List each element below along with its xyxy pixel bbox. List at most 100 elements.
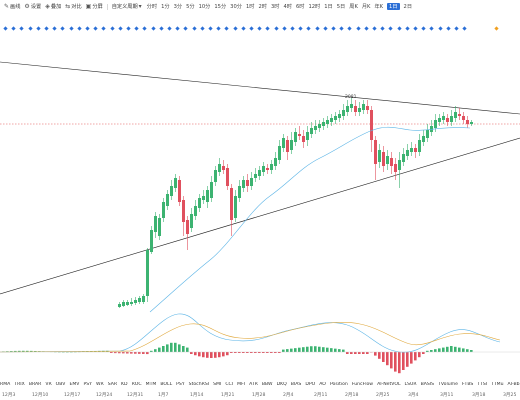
indicator-tab[interactable]: OBV: [55, 382, 66, 387]
timeframe-button[interactable]: 4时: [283, 4, 292, 10]
indicator-tab[interactable]: SAR: [107, 382, 118, 387]
macd-bar: [294, 348, 297, 352]
indicator-tab[interactable]: CCI: [225, 382, 234, 387]
indicator-tab[interactable]: RMA: [0, 382, 11, 387]
indicator-tab[interactable]: PSY: [176, 382, 185, 387]
timeframe-button[interactable]: 分时: [146, 4, 158, 10]
indicator-tab[interactable]: TTSI: [477, 382, 488, 387]
indicator-tab[interactable]: VR: [45, 382, 52, 387]
overlay-button[interactable]: ◈ 叠加: [45, 3, 61, 10]
indicator-tab[interactable]: Position: [329, 382, 348, 387]
candle-body: [434, 120, 437, 128]
timeframe-button[interactable]: 3时: [270, 4, 280, 10]
macd-bar: [110, 352, 113, 353]
indicator-tab[interactable]: BIAS: [290, 382, 302, 387]
moving-average-line: [149, 126, 471, 313]
draw-button[interactable]: ✎ 画线: [4, 3, 20, 10]
indicator-tab[interactable]: FuncFlow: [351, 382, 374, 387]
signal-marker: [183, 26, 189, 31]
candle-body: [262, 166, 265, 172]
indicator-tab[interactable]: PSY: [83, 382, 92, 387]
timeframe-button[interactable]: 10分: [198, 4, 211, 10]
candlestick-chart[interactable]: 2081: [0, 40, 520, 382]
upper-trendline[interactable]: [0, 61, 520, 115]
timeframe-button[interactable]: 5分: [186, 4, 195, 10]
macd-bar: [378, 352, 381, 359]
split-screen-button[interactable]: ▣ 分屏: [86, 3, 103, 10]
macd-dif-line: [0, 313, 501, 353]
timeframe-button[interactable]: 1日: [387, 3, 400, 10]
timeframe-button[interactable]: 6时: [295, 4, 305, 10]
macd-bar: [318, 346, 321, 352]
macd-bar: [114, 352, 117, 354]
timeframe-button[interactable]: 2日: [403, 4, 413, 10]
candle-body: [230, 188, 233, 220]
candle-body: [290, 140, 293, 150]
candle-body: [282, 138, 285, 148]
indicator-tab[interactable]: MTM: [145, 382, 157, 387]
macd-dea-line: [0, 322, 501, 353]
timeframe-button[interactable]: 3分: [173, 4, 183, 10]
indicator-tab[interactable]: KD: [121, 382, 128, 387]
candle-body: [122, 302, 125, 306]
indicator-tab[interactable]: DPO: [305, 382, 316, 387]
chart-toolbar: ✎ 画线 ⚙ 设置 ◈ 叠加 ⇆ 对比 ▣ 分屏 自定义周期 ▾ 分时 1分 3分 5…: [0, 0, 520, 13]
indicator-tab[interactable]: MFI: [237, 382, 246, 387]
candle-body: [326, 120, 329, 124]
indicator-tab[interactable]: BRAR: [28, 382, 42, 387]
macd-bar: [298, 347, 301, 352]
signal-marker: [27, 26, 33, 31]
timeframe-button[interactable]: 1分: [161, 4, 170, 10]
indicator-tab[interactable]: ROC: [131, 382, 142, 387]
indicator-tab[interactable]: BASIS: [420, 382, 435, 387]
indicator-tab[interactable]: SMI: [213, 382, 222, 387]
signal-marker: [298, 26, 303, 31]
timeframe-button[interactable]: 周K: [349, 4, 358, 10]
indicator-tab[interactable]: FTBS: [461, 382, 474, 387]
timeframe-button[interactable]: 5日: [336, 4, 346, 10]
compare-button[interactable]: ⇆ 对比: [65, 3, 81, 10]
indicator-tab[interactable]: TRIX: [14, 382, 25, 387]
macd-bar: [26, 350, 29, 352]
macd-bar: [238, 352, 241, 353]
date-tick-label: 2月11: [314, 393, 328, 398]
timeframe-button[interactable]: 年K: [374, 4, 384, 10]
candle-body: [158, 218, 161, 236]
indicator-tab[interactable]: TTMu: [491, 382, 504, 387]
macd-bar: [446, 346, 449, 352]
lower-trendline[interactable]: [0, 137, 520, 295]
timeframe-button[interactable]: 月K: [361, 4, 371, 10]
timeframe-button[interactable]: 1时: [245, 4, 255, 10]
indicator-tab[interactable]: TVolume: [438, 382, 458, 387]
settings-button[interactable]: ⚙ 设置: [24, 3, 41, 10]
timeframe-button[interactable]: 30分: [230, 4, 242, 10]
timeframe-button[interactable]: 15分: [214, 4, 227, 10]
indicator-tab[interactable]: WR: [95, 382, 104, 387]
indicator-tab[interactable]: BBW: [261, 382, 273, 387]
macd-bar: [10, 351, 13, 352]
macd-bar: [194, 352, 197, 356]
indicator-tab[interactable]: AI-Bb: [507, 382, 520, 387]
indicator-tab[interactable]: DKQ: [276, 382, 287, 387]
candle-body: [362, 104, 365, 110]
candle-body: [318, 124, 321, 128]
macd-bar: [430, 350, 433, 352]
signal-marker: [372, 26, 377, 31]
signal-marker: [52, 26, 57, 31]
timeframe-button[interactable]: 2时: [258, 4, 267, 10]
indicator-tab[interactable]: AI-NetVOL: [377, 382, 401, 387]
candle-body: [438, 118, 441, 122]
indicator-tab[interactable]: AO: [319, 382, 326, 387]
candle-body: [382, 152, 385, 166]
indicator-tab[interactable]: BOLL: [160, 382, 173, 387]
macd-bar: [330, 348, 333, 352]
timeframe-button[interactable]: 12时: [308, 4, 321, 10]
timeframe-button[interactable]: 1日: [324, 4, 333, 10]
indicator-tab[interactable]: StochRSI: [188, 382, 210, 387]
custom-period-dropdown[interactable]: 自定义周期 ▾: [112, 3, 143, 10]
indicator-tab[interactable]: EMV: [69, 382, 80, 387]
macd-bar: [86, 351, 89, 352]
indicator-tab[interactable]: LSUR: [404, 382, 417, 387]
indicator-tab[interactable]: ATR: [249, 382, 258, 387]
macd-bar: [314, 346, 317, 352]
